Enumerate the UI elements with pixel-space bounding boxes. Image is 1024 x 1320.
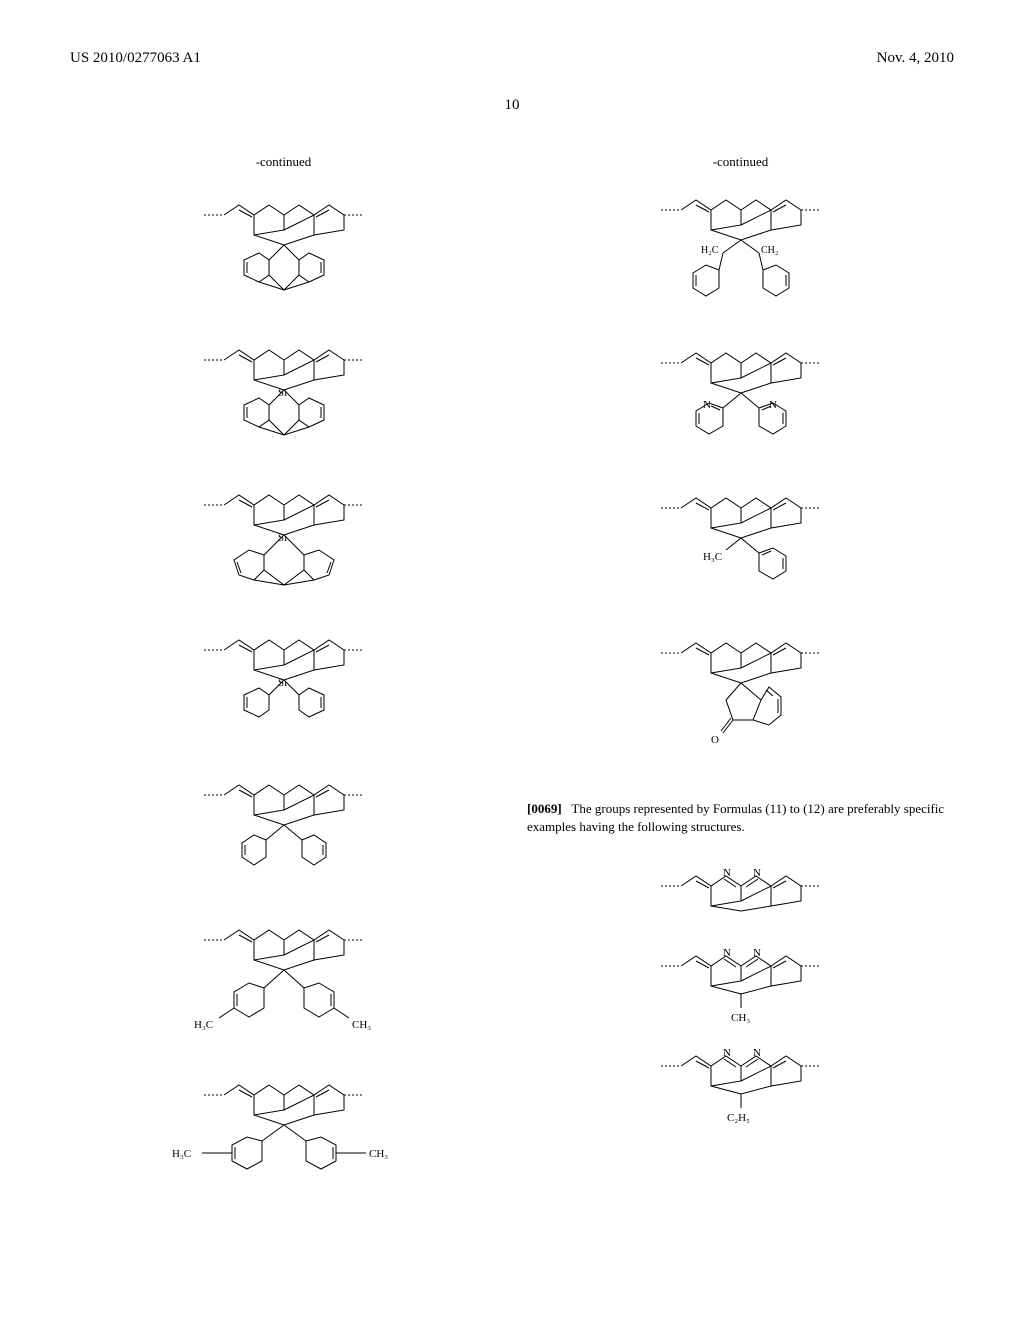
continued-label-left: -continued xyxy=(70,154,497,170)
chem-spiro-si-3: Si xyxy=(184,620,384,755)
chem-spiro-si-1: Si xyxy=(184,330,384,465)
left-column: -continued xyxy=(70,154,497,1215)
chem-methyl-diazafluorene: N N CH₃ xyxy=(641,936,841,1026)
chem-dibenzyl-fluorene: H₂C CH₂ xyxy=(641,185,841,325)
si-label: Si xyxy=(278,532,287,544)
patent-header: US 2010/0277063 A1 Nov. 4, 2010 xyxy=(70,50,954,67)
n-label: N xyxy=(769,399,777,411)
continued-label-right: -continued xyxy=(527,154,954,170)
n-label: N xyxy=(703,399,711,411)
doc-date: Nov. 4, 2010 xyxy=(877,50,954,67)
chem-diphenyl-fluorene xyxy=(184,765,384,900)
chem-spiro-dimethyl-para: H₃C CH₃ xyxy=(164,910,404,1055)
ch3-label: CH₃ xyxy=(731,1012,750,1024)
h3c-label: H₃C xyxy=(194,1019,213,1031)
chem-ethyl-diazafluorene: N N C₂H₅ xyxy=(641,1036,841,1126)
right-column: -continued H₂C CH₂ xyxy=(527,154,954,1215)
c2h5-label: C₂H₅ xyxy=(727,1112,750,1124)
para-text: The groups represented by Formulas (11) … xyxy=(527,801,944,834)
n-label: N xyxy=(723,867,731,879)
chem-spirobifluorene-c xyxy=(184,185,384,320)
h2c-label: H₂C xyxy=(701,245,719,256)
n-label: N xyxy=(723,947,731,959)
chem-dipyridyl-spiro: N N xyxy=(641,335,841,470)
chem-spiro-indanone: O xyxy=(641,625,841,780)
o-label: O xyxy=(711,734,719,746)
para-number: [0069] xyxy=(527,801,562,816)
chem-methyl-phenyl-fluorene: H₃C xyxy=(641,480,841,615)
doc-number: US 2010/0277063 A1 xyxy=(70,50,201,67)
content-columns: -continued xyxy=(70,154,954,1215)
n-label: N xyxy=(753,867,761,879)
si-label: Si xyxy=(278,677,287,689)
ch3-label: CH₃ xyxy=(352,1019,371,1031)
ch2-label: CH₂ xyxy=(761,245,778,256)
chem-spiro-dimethyl-alt: H₃C CH₃ xyxy=(154,1065,414,1205)
h3c-label: H₃C xyxy=(703,551,722,563)
n-label: N xyxy=(753,1047,761,1059)
si-label: Si xyxy=(278,387,287,399)
n-label: N xyxy=(723,1047,731,1059)
chem-diazafluorene: N N xyxy=(641,856,841,926)
ch3-label: CH₃ xyxy=(369,1148,388,1160)
paragraph-0069: [0069] The groups represented by Formula… xyxy=(527,800,954,836)
h3c-label: H₃C xyxy=(172,1148,191,1160)
page-number: 10 xyxy=(70,97,954,114)
n-label: N xyxy=(753,947,761,959)
chem-spiro-si-2: Si xyxy=(184,475,384,610)
